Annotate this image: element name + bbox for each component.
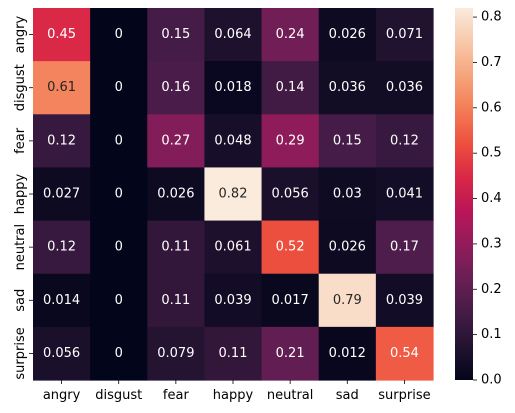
y-tick-label: neutral — [13, 224, 28, 271]
colorbar-tick-label: 0.5 — [481, 146, 502, 161]
cell-value-label: 0 — [115, 187, 123, 202]
cell-value-label: 0.039 — [386, 293, 423, 308]
colorbar-axis: 0.0 0.1 0.2 0.3 0.4 0.5 0.6 0.7 0.8 — [473, 10, 502, 388]
y-tick-label: angry — [13, 16, 28, 54]
y-axis: angry disgust fear happy neutral sad surprise — [13, 16, 33, 380]
cell-value-label: 0.018 — [214, 80, 251, 95]
colorbar-tick-label: 0.7 — [481, 55, 502, 70]
cell-value-label: 0.12 — [47, 240, 76, 255]
cell-value-label: 0.017 — [272, 293, 309, 308]
cell-value-label: 0 — [115, 80, 123, 95]
colorbar-tick-label: 0.8 — [481, 10, 502, 25]
colorbar-tick-label: 0.4 — [481, 191, 502, 206]
cell-value-label: 0.29 — [276, 133, 305, 148]
y-tick-label: disgust — [13, 64, 28, 111]
cell-value-label: 0.12 — [47, 133, 76, 148]
cell-value-label: 0.16 — [161, 80, 190, 95]
cell-value-label: 0.14 — [276, 80, 305, 95]
cell-value-label: 0 — [115, 293, 123, 308]
cell-value-label: 0.61 — [47, 80, 76, 95]
cell-value-label: 0 — [115, 240, 123, 255]
colorbar-tick-label: 0.6 — [481, 100, 502, 115]
x-tick-label: sad — [336, 388, 359, 403]
colorbar-gradient — [455, 8, 473, 380]
cell-value-label: 0.17 — [390, 240, 419, 255]
cell-value-label: 0.82 — [219, 187, 248, 202]
x-tick-label: disgust — [95, 388, 142, 403]
cell-value-label: 0.45 — [47, 27, 76, 42]
colorbar — [455, 8, 473, 380]
y-tick-label: fear — [13, 127, 28, 154]
y-tick-label: sad — [13, 289, 28, 312]
colorbar-tick-label: 0.0 — [481, 373, 502, 388]
colorbar-tick-label: 0.3 — [481, 236, 502, 251]
x-tick-label: happy — [213, 388, 254, 403]
cell-value-label: 0.15 — [161, 27, 190, 42]
cell-value-label: 0.52 — [276, 240, 305, 255]
cell-value-label: 0.064 — [214, 27, 251, 42]
cell-value-label: 0.11 — [161, 293, 190, 308]
cell-value-label: 0 — [115, 27, 123, 42]
cell-value-label: 0.24 — [276, 27, 305, 42]
cell-value-label: 0.79 — [333, 293, 362, 308]
cell-value-label: 0.039 — [214, 293, 251, 308]
cell-value-label: 0.15 — [333, 133, 362, 148]
cell-value-label: 0.036 — [329, 80, 366, 95]
cell-value-label: 0.061 — [214, 240, 251, 255]
cell-value-label: 0.012 — [329, 346, 366, 361]
x-axis: angry disgust fear happy neutral sad surprise — [43, 380, 431, 403]
cell-value-label: 0.27 — [161, 133, 190, 148]
y-tick-label: surprise — [13, 327, 28, 379]
cell-value-label: 0.12 — [390, 133, 419, 148]
colorbar-tick-label: 0.2 — [481, 282, 502, 297]
cell-value-label: 0.014 — [43, 293, 80, 308]
x-tick-label: neutral — [267, 388, 314, 403]
x-tick-label: surprise — [378, 388, 430, 403]
cell-value-label: 0.03 — [333, 187, 362, 202]
y-tick-label: happy — [13, 173, 28, 214]
cell-value-label: 0.071 — [386, 27, 423, 42]
cell-value-label: 0.54 — [390, 346, 419, 361]
colorbar-tick-label: 0.1 — [481, 327, 502, 342]
cell-value-label: 0.21 — [276, 346, 305, 361]
cell-value-label: 0.079 — [157, 346, 194, 361]
cell-value-label: 0.11 — [161, 240, 190, 255]
x-tick-label: angry — [43, 388, 81, 403]
cell-value-label: 0.036 — [386, 80, 423, 95]
cell-value-label: 0.026 — [157, 187, 194, 202]
cell-value-label: 0.026 — [329, 27, 366, 42]
x-tick-label: fear — [163, 388, 190, 403]
cell-value-label: 0.048 — [214, 133, 251, 148]
cell-value-label: 0.041 — [386, 187, 423, 202]
cell-value-label: 0.027 — [43, 187, 80, 202]
cell-value-label: 0.026 — [329, 240, 366, 255]
cell-value-label: 0 — [115, 133, 123, 148]
cell-value-label: 0.056 — [43, 346, 80, 361]
cell-value-label: 0.056 — [272, 187, 309, 202]
cell-value-label: 0 — [115, 346, 123, 361]
cell-value-label: 0.11 — [219, 346, 248, 361]
